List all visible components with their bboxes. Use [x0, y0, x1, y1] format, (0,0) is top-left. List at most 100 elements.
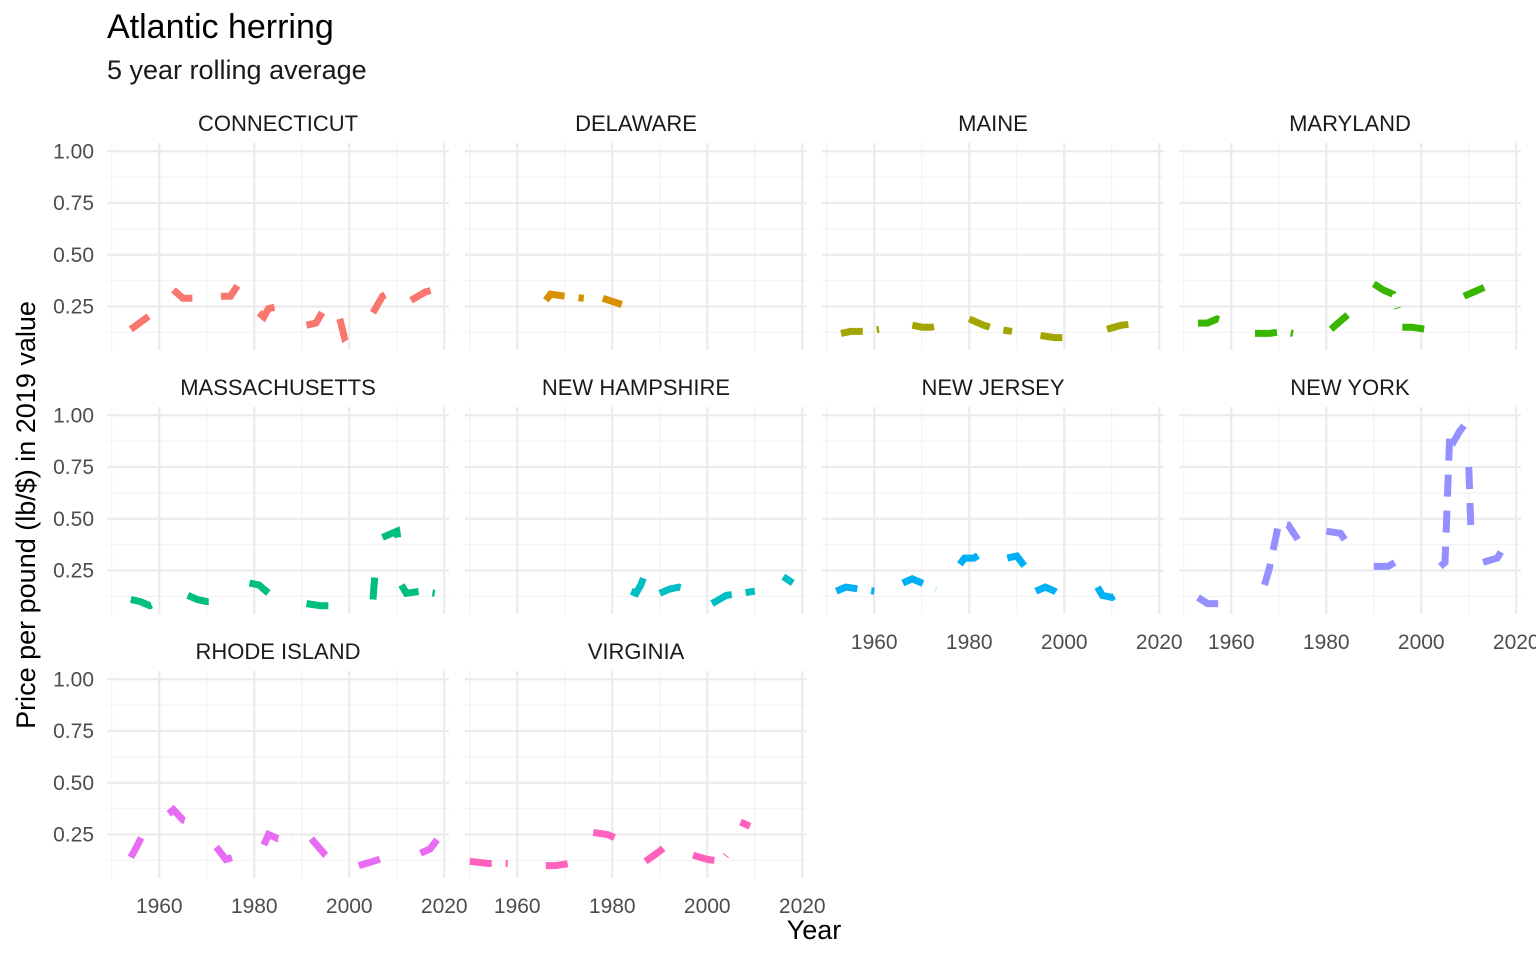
series-line-rhode-island-1: [127, 828, 149, 860]
series-line-connecticut-1: [128, 305, 162, 333]
panel-new-hampshire: NEW HAMPSHIRE: [465, 375, 807, 614]
series-line-new-york-1: [1196, 594, 1232, 608]
series-line-virginia-1: [469, 857, 508, 867]
series-line-rhode-island-6: [357, 851, 394, 869]
x-tick-label: 1980: [231, 895, 278, 918]
grid-new-york: [1179, 407, 1521, 614]
x-tick-label: 1960: [1208, 631, 1255, 654]
series-line-connecticut-4: [256, 303, 279, 323]
series-line-new-hampshire-3: [710, 587, 756, 607]
panel-maine: MAINE: [822, 111, 1164, 350]
series-line-virginia-6: [739, 818, 752, 830]
facet-label-virginia: VIRGINIA: [588, 639, 685, 664]
series-line-new-york-2: [1261, 518, 1301, 586]
series-line-delaware-2: [601, 294, 623, 308]
facet-label-delaware: DELAWARE: [575, 111, 697, 136]
x-tick-label: 1980: [589, 895, 636, 918]
y-tick-label: 0.75: [53, 192, 94, 215]
facet-label-connecticut: CONNECTICUT: [198, 111, 358, 136]
facet-label-new-york: NEW YORK: [1290, 375, 1410, 400]
series-line-maine-3: [967, 315, 1013, 335]
series-line-maine-5: [1106, 319, 1141, 333]
panel-new-jersey: NEW JERSEY 1960 1980 2000 2020: [822, 375, 1183, 654]
series-line-maryland-5: [1402, 320, 1438, 333]
facet-panels: CONNECTICUT 0.25 0.50 0.75 1.00 DELAWARE MAINE…: [53, 111, 1536, 918]
series-line-new-jersey-3: [957, 548, 986, 567]
series-line-rhode-island-5: [308, 836, 338, 867]
panel-maryland: MARYLAND: [1179, 111, 1521, 350]
series-line-new-york-5: [1437, 419, 1467, 570]
panel-rhode-island: RHODE ISLAND 0.25 0.50 0.75 1.00 1960 1980 2000…: [53, 639, 467, 918]
series-line-massachusetts-1: [130, 596, 161, 610]
x-tick-label: 2000: [1041, 631, 1088, 654]
series-line-rhode-island-3: [213, 844, 241, 864]
grid-new-hampshire: [465, 407, 807, 614]
series-line-virginia-2: [545, 860, 579, 870]
grid-virginia: [465, 671, 807, 878]
series-line-rhode-island-2: [166, 804, 199, 828]
x-tick-label: 2020: [421, 895, 468, 918]
series-line-new-jersey-5: [1034, 583, 1067, 601]
facet-label-maine: MAINE: [958, 111, 1028, 136]
series-line-connecticut-7: [369, 284, 399, 315]
series-line-new-jersey-1: [834, 583, 875, 595]
panel-virginia: VIRGINIA 1960 1980 2000 2020: [465, 639, 826, 918]
grid-maine: [822, 143, 1164, 350]
y-tick-label: 1.00: [53, 668, 94, 691]
panel-connecticut: CONNECTICUT 0.25 0.50 0.75 1.00: [53, 111, 449, 350]
series-line-connecticut-2: [171, 287, 204, 308]
grid-new-jersey: [822, 407, 1164, 614]
series-line-maine-2: [911, 321, 942, 331]
series-line-delaware-1: [543, 290, 585, 303]
y-tick-label: 0.50: [53, 244, 94, 267]
series-line-massachusetts-5: [369, 568, 379, 600]
series-line-virginia-3: [592, 829, 624, 844]
series-line-new-hampshire-1: [629, 571, 649, 598]
series-line-connecticut-3: [221, 279, 243, 300]
x-tick-label: 2000: [326, 895, 373, 918]
series-line-maryland-2: [1255, 327, 1294, 337]
x-tick-label: 1980: [1303, 631, 1350, 654]
facet-label-maryland: MARYLAND: [1289, 111, 1411, 136]
facet-label-massachusetts: MASSACHUSETTS: [180, 375, 376, 400]
chart-subtitle: 5 year rolling average: [107, 55, 367, 85]
series-line-virginia-5: [692, 851, 730, 866]
y-tick-label: 0.25: [53, 296, 94, 319]
y-tick-label: 1.00: [53, 404, 94, 427]
y-tick-label: 0.50: [53, 508, 94, 531]
x-tick-label: 2020: [1493, 631, 1536, 654]
y-tick-label: 0.75: [53, 720, 94, 743]
x-tick-label: 2000: [684, 895, 731, 918]
panel-delaware: DELAWARE: [465, 111, 807, 350]
series-line-rhode-island-4: [260, 829, 293, 847]
series-line-new-jersey-2: [901, 574, 938, 593]
series-line-maryland-6: [1462, 280, 1494, 300]
series-line-new-hampshire-2: [658, 583, 690, 597]
facet-label-new-jersey: NEW JERSEY: [921, 375, 1064, 400]
series-line-rhode-island-7: [419, 834, 443, 857]
y-tick-label: 0.75: [53, 456, 94, 479]
facet-label-rhode-island: RHODE ISLAND: [195, 639, 360, 664]
series-line-maryland-3: [1328, 305, 1358, 332]
x-tick-label: 2020: [779, 895, 826, 918]
grid-connecticut: [107, 143, 449, 350]
series-line-new-hampshire-4: [781, 573, 795, 586]
y-axis-title: Price per pound (lb/$) in 2019 value: [11, 301, 41, 729]
x-tick-label: 2020: [1136, 631, 1183, 654]
panel-new-york: NEW YORK 1960 1980 2000 2020: [1179, 375, 1536, 654]
series-line-connecticut-6: [336, 318, 356, 344]
grid-maryland: [1179, 143, 1521, 350]
series-line-massachusetts-2: [186, 592, 217, 606]
series-line-new-jersey-6: [1094, 585, 1124, 602]
series-line-new-york-7: [1482, 539, 1510, 566]
series-line-virginia-4: [643, 840, 672, 865]
x-tick-label: 2000: [1398, 631, 1445, 654]
grid-delaware: [465, 143, 807, 350]
series-line-new-york-3: [1325, 527, 1353, 550]
panel-massachusetts: MASSACHUSETTS 0.25 0.50 0.75 1.00: [53, 375, 449, 614]
y-tick-label: 0.25: [53, 824, 94, 847]
x-tick-label: 1960: [494, 895, 541, 918]
grid-massachusetts: [107, 407, 449, 614]
series-line-maine-1: [840, 325, 880, 337]
